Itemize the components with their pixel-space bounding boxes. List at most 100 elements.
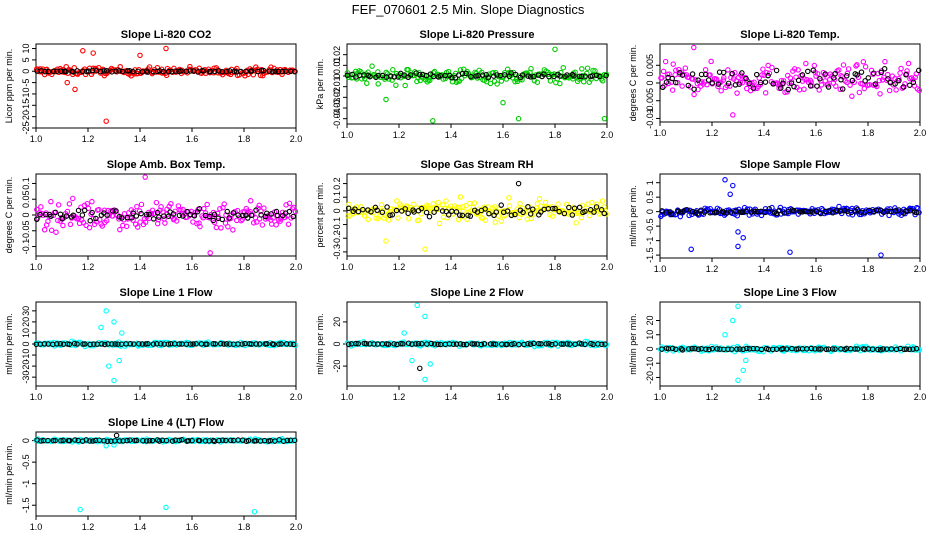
- data-point: [138, 210, 144, 217]
- data-point: [514, 206, 521, 212]
- data-point: [136, 341, 142, 347]
- chart-panel-7: Slope Line 1 Flow ml/min per min. 1.0 1.2 1.…: [4, 287, 302, 402]
- data-point-outlier: [113, 432, 120, 439]
- data-point-outlier: [409, 357, 415, 364]
- data-point: [245, 437, 252, 444]
- data-point-outlier: [383, 96, 389, 103]
- data-point: [765, 72, 771, 79]
- data-point: [793, 74, 799, 80]
- data-point: [364, 80, 370, 87]
- data-point: [274, 212, 281, 219]
- data-point: [449, 75, 455, 81]
- data-point: [150, 216, 157, 222]
- data-point: [661, 83, 667, 89]
- data-point-outlier: [500, 99, 506, 106]
- x-tick-label: 1.4: [758, 392, 771, 402]
- data-point-outlier: [727, 191, 733, 198]
- data-point: [805, 68, 811, 75]
- data-point: [401, 72, 407, 78]
- y-tick-label: -0.03: [332, 98, 342, 119]
- data-point: [695, 346, 702, 353]
- data-point: [116, 214, 122, 220]
- data-point: [896, 75, 902, 82]
- data-point: [426, 213, 433, 220]
- data-point: [582, 208, 588, 215]
- data-point: [178, 68, 184, 74]
- data-point: [766, 206, 772, 212]
- data-point: [811, 62, 818, 69]
- data-point: [63, 213, 70, 219]
- data-point: [703, 346, 709, 352]
- data-point: [187, 341, 194, 347]
- data-point: [405, 66, 411, 73]
- data-point: [63, 68, 69, 75]
- data-point: [202, 210, 209, 216]
- data-point: [508, 70, 514, 76]
- data-point: [238, 217, 244, 224]
- data-point: [543, 341, 549, 347]
- data-point: [534, 79, 541, 85]
- data-point: [691, 86, 697, 92]
- data-point: [80, 341, 86, 347]
- data-point: [718, 87, 724, 94]
- data-point: [702, 71, 709, 78]
- data-point: [758, 346, 765, 353]
- x-tick-label: 1.0: [341, 262, 354, 272]
- data-point: [547, 211, 553, 218]
- data-point-outlier: [163, 504, 169, 511]
- chart-title: Slope Li-820 Temp.: [740, 29, 839, 41]
- data-point-outlier: [787, 249, 793, 255]
- data-point: [113, 68, 119, 74]
- data-point: [905, 60, 912, 67]
- x-tick-label: 1.8: [238, 522, 251, 532]
- data-point: [185, 437, 192, 444]
- data-point: [436, 220, 443, 227]
- data-point: [202, 438, 209, 444]
- data-point: [53, 229, 59, 235]
- data-point: [240, 212, 246, 219]
- data-point: [248, 212, 255, 219]
- data-point: [713, 76, 720, 82]
- data-point: [704, 81, 710, 88]
- data-point: [778, 85, 784, 91]
- data-point-outlier: [137, 52, 143, 59]
- data-point: [823, 346, 829, 353]
- data-point: [885, 76, 891, 82]
- data-point: [859, 81, 866, 87]
- data-point: [689, 345, 695, 352]
- data-point: [423, 209, 430, 216]
- x-tick-label: 1.4: [758, 128, 771, 138]
- data-point: [482, 217, 489, 223]
- x-tick-label: 1.2: [82, 134, 95, 144]
- data-point: [569, 71, 576, 78]
- data-point: [418, 211, 424, 217]
- x-tick-label: 2.0: [914, 264, 927, 274]
- x-tick-label: 1.4: [758, 264, 771, 274]
- data-point: [801, 86, 807, 93]
- data-point: [744, 345, 750, 352]
- y-tick-label: 0: [645, 209, 655, 214]
- data-point: [459, 212, 466, 219]
- data-point: [725, 346, 731, 353]
- data-point: [81, 207, 88, 214]
- y-tick-label: 0: [21, 438, 31, 443]
- data-point: [259, 222, 266, 228]
- data-point-outlier: [552, 46, 558, 53]
- data-point: [882, 58, 888, 65]
- data-point: [746, 346, 753, 352]
- data-point-outlier: [103, 443, 109, 449]
- chart-panel-3: Slope Li-820 Temp. degrees C per min. 1.0 1…: [628, 29, 926, 138]
- data-point: [378, 201, 385, 208]
- y-tick-label: -15: [21, 99, 31, 112]
- data-point: [358, 69, 364, 75]
- data-point: [788, 80, 795, 86]
- data-point: [706, 346, 712, 353]
- data-point-outlier: [72, 86, 78, 93]
- data-point: [391, 341, 397, 347]
- x-tick-label: 1.8: [862, 392, 875, 402]
- data-point: [149, 437, 156, 444]
- data-point: [160, 68, 166, 75]
- data-point: [286, 200, 293, 207]
- data-point: [479, 72, 486, 78]
- data-point: [900, 84, 907, 90]
